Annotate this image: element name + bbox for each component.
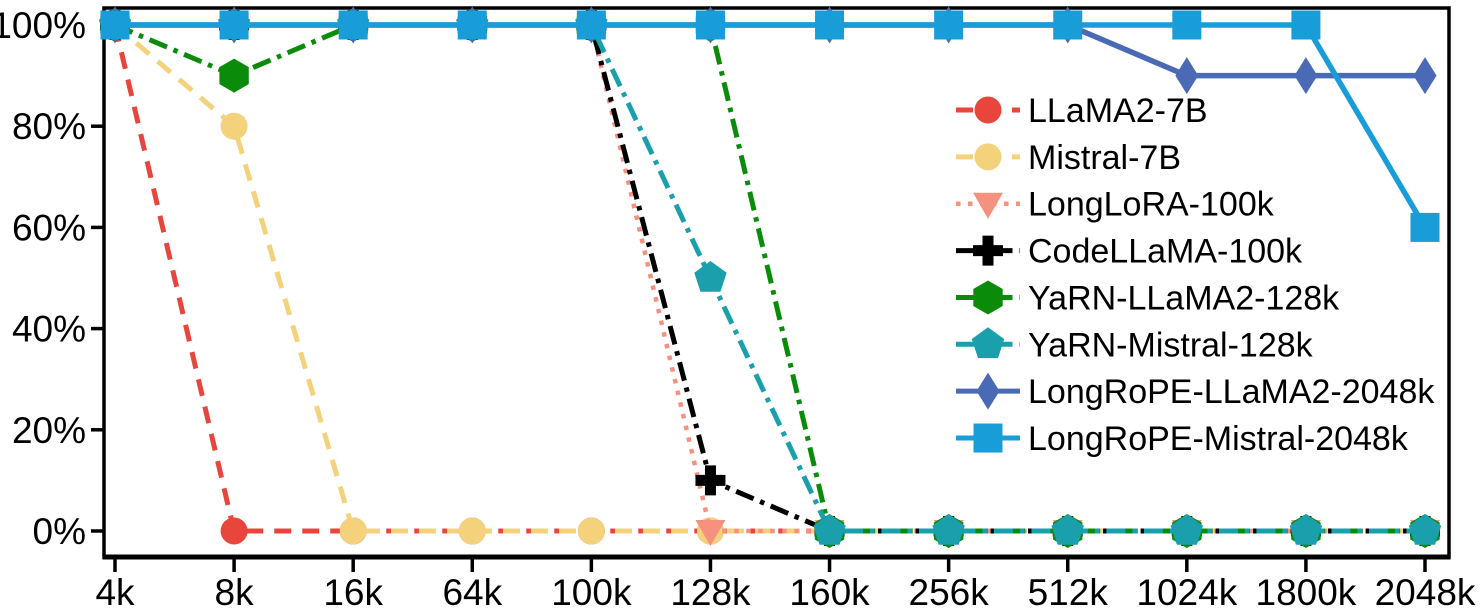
series-longrope-mistral-2048k [100, 10, 1440, 242]
circle-marker [339, 517, 367, 545]
square-marker [219, 10, 249, 40]
square-marker [973, 423, 1003, 453]
square-marker [457, 10, 487, 40]
triangle-down-marker [973, 192, 1003, 219]
legend-item-label: LongRoPE-LLaMA2-2048k [1028, 373, 1435, 411]
pentagon-marker [971, 327, 1005, 359]
x-tick-label: 100k [551, 572, 632, 613]
y-tick-label: 20% [12, 410, 86, 451]
diamond-marker [1294, 57, 1318, 95]
y-axis: 0% 20% 40% 60% 80% 100% [0, 5, 104, 552]
legend-item-codellama-100k: CodeLLaMA-100k [956, 233, 1303, 271]
legend-item-label: CodeLLaMA-100k [1028, 233, 1303, 271]
legend-item-yarn-mistral-128k: YaRN-Mistral-128k [956, 326, 1314, 364]
circle-marker [220, 517, 248, 545]
series-yarn-llama2-128k [100, 8, 1440, 548]
series-line [114, 22, 1425, 534]
legend-item-label: Mistral-7B [1028, 139, 1181, 177]
plus-marker [695, 465, 726, 496]
legend-item-longlora-100k: LongLoRA-100k [956, 186, 1275, 224]
hexagon-marker [219, 58, 249, 93]
y-tick-label: 0% [33, 511, 86, 552]
triangle-down-marker [695, 520, 726, 546]
legend-item-mistral-7b: Mistral-7B [956, 139, 1181, 177]
y-tick-label: 100% [0, 5, 86, 46]
legend-item-llama2-7b: LLaMA2-7B [956, 92, 1208, 130]
square-marker [1291, 10, 1321, 40]
legend: LLaMA2-7B Mistral-7B LongLoRA-100k CodeLLaM… [956, 92, 1435, 458]
legend-item-longrope-llama2-2048k: LongRoPE-LLaMA2-2048k [956, 372, 1435, 411]
legend-item-yarn-llama2-128k: YaRN-LLaMA2-128k [956, 279, 1340, 317]
x-tick-label: 1024k [1136, 572, 1237, 613]
legend-item-label: LLaMA2-7B [1028, 92, 1208, 130]
y-tick-label: 80% [12, 106, 86, 147]
circle-marker [458, 517, 486, 545]
diamond-marker [976, 372, 1000, 410]
plus-marker [973, 235, 1003, 266]
square-marker [1172, 10, 1202, 40]
series-line [115, 22, 1428, 229]
pentagon-marker [694, 261, 727, 292]
square-marker [1053, 10, 1083, 40]
square-marker [815, 10, 845, 40]
legend-item-label: LongLoRA-100k [1028, 186, 1275, 224]
square-marker [338, 10, 368, 40]
x-tick-label: 64k [442, 572, 502, 613]
x-tick-label: 512k [1028, 572, 1109, 613]
x-tick-label: 128k [670, 572, 751, 613]
pentagon-marker [1408, 514, 1442, 545]
legend-item-longrope-mistral-2048k: LongRoPE-Mistral-2048k [956, 420, 1409, 458]
square-marker [576, 10, 606, 40]
pentagon-marker [1170, 514, 1204, 545]
diamond-marker [1175, 57, 1199, 95]
circle-marker [577, 517, 605, 545]
y-tick-label: 40% [12, 309, 86, 350]
square-marker [1410, 212, 1440, 242]
hexagon-marker [973, 280, 1003, 315]
pentagon-marker [813, 514, 846, 545]
square-marker [934, 10, 964, 40]
x-tick-label: 256k [909, 572, 990, 613]
legend-item-label: LongRoPE-Mistral-2048k [1028, 420, 1409, 458]
x-tick-label: 8k [215, 572, 255, 613]
circle-marker [974, 96, 1002, 124]
pentagon-marker [932, 514, 965, 545]
circle-marker [220, 112, 248, 140]
legend-item-label: YaRN-Mistral-128k [1028, 326, 1314, 364]
y-tick-label: 60% [12, 207, 86, 248]
x-tick-label: 4k [95, 572, 135, 613]
x-tick-label: 16k [323, 572, 383, 613]
x-tick-label: 1800k [1256, 572, 1357, 613]
x-tick-label: 160k [789, 572, 870, 613]
legend-item-label: YaRN-LLaMA2-128k [1028, 279, 1340, 317]
series-line [115, 22, 1425, 79]
pentagon-marker [1289, 514, 1323, 545]
series-longrope-llama2-2048k [103, 6, 1437, 95]
square-marker [100, 10, 130, 40]
diamond-marker [1413, 57, 1437, 95]
x-tick-label: 2048k [1375, 572, 1476, 613]
circle-marker [974, 143, 1002, 171]
pentagon-marker [1051, 514, 1084, 545]
x-axis: 4k 8k 16k 64k 100k 128k 160k 256k 512k 1024k 1800k… [95, 557, 1476, 613]
square-marker [695, 10, 725, 40]
